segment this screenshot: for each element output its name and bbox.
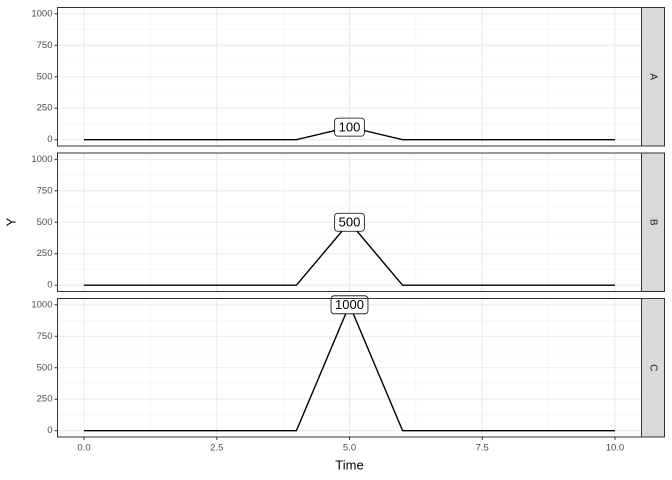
y-tick-label: 500 xyxy=(37,362,53,373)
y-tick-label: 750 xyxy=(37,185,53,196)
x-tick-label: 10.0 xyxy=(606,443,625,454)
x-tick-label: 0.0 xyxy=(77,443,90,454)
x-tick-label: 2.5 xyxy=(210,443,223,454)
y-tick-label: 0 xyxy=(47,425,52,436)
strip xyxy=(641,298,665,438)
value-label-box xyxy=(334,212,365,232)
strip-label: A xyxy=(647,73,658,80)
y-tick-label: 500 xyxy=(37,217,53,228)
strip xyxy=(641,152,665,292)
x-axis-label: Time xyxy=(335,457,363,472)
x-tick-label: 7.5 xyxy=(476,443,489,454)
x-tick-label: 5.0 xyxy=(343,443,356,454)
y-tick-label: 750 xyxy=(37,40,53,51)
value-label: 1000 xyxy=(335,297,364,312)
value-label-box xyxy=(334,117,365,137)
y-tick-label: 1000 xyxy=(31,299,52,310)
y-tick-label: 0 xyxy=(47,280,52,291)
strip-label: C xyxy=(647,364,658,371)
y-tick-label: 750 xyxy=(37,331,53,342)
value-label: 500 xyxy=(339,215,361,230)
y-tick-label: 250 xyxy=(37,103,53,114)
strip xyxy=(641,7,665,147)
y-tick-label: 500 xyxy=(37,71,53,82)
y-tick-label: 0 xyxy=(47,134,52,145)
strip-label: B xyxy=(647,219,658,226)
value-label-box xyxy=(330,295,369,315)
y-tick-label: 250 xyxy=(37,394,53,405)
y-axis-label: Y xyxy=(3,217,18,226)
y-tick-label: 1000 xyxy=(31,154,52,165)
value-label: 100 xyxy=(339,120,361,135)
y-tick-label: 1000 xyxy=(31,8,52,19)
y-tick-label: 250 xyxy=(37,248,53,259)
